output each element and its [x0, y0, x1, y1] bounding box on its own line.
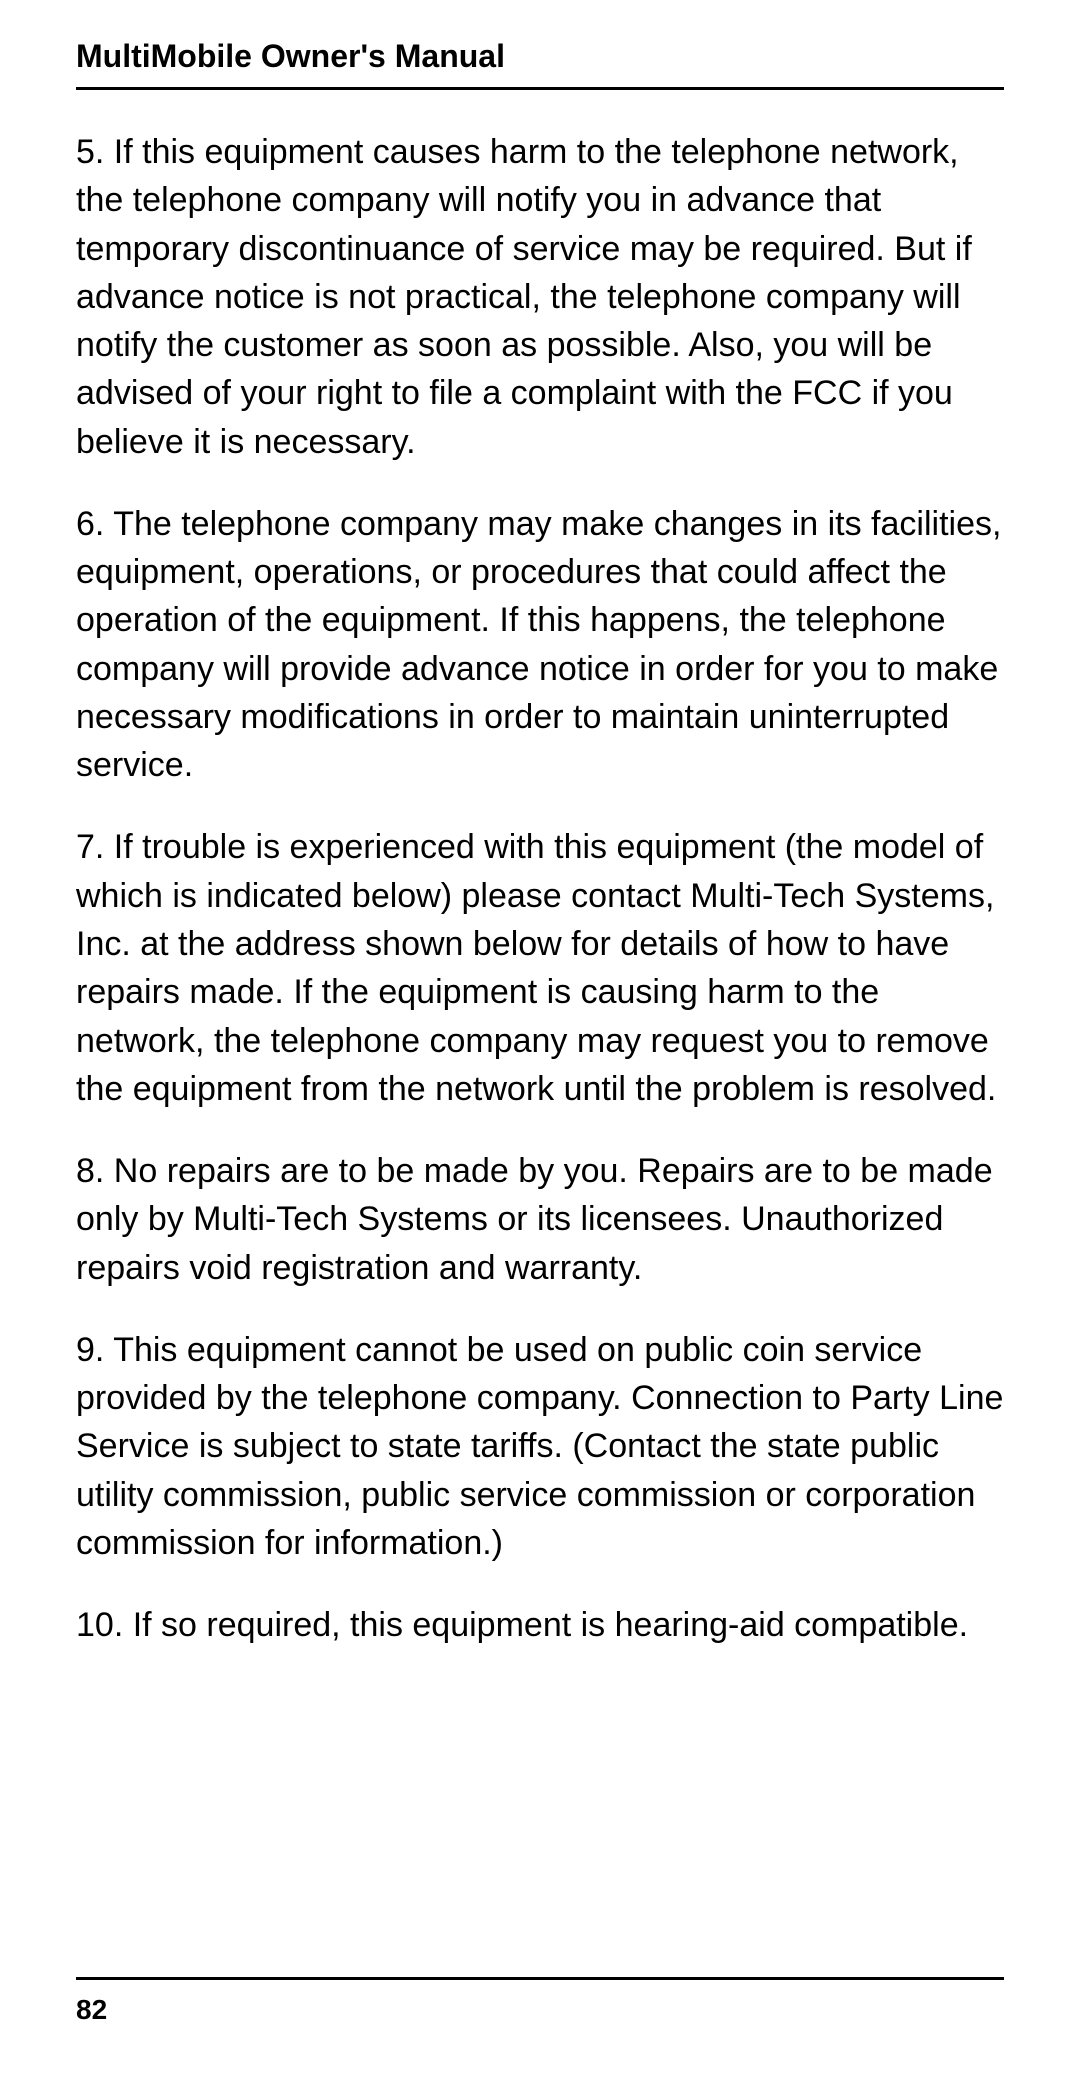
paragraph-10: 10. If so required, this equipment is he…: [76, 1601, 1004, 1649]
page-number: 82: [76, 1994, 107, 2025]
header-title: MultiMobile Owner's Manual: [76, 38, 505, 74]
paragraph-8: 8. No repairs are to be made by you. Rep…: [76, 1147, 1004, 1292]
paragraph-9: 9. This equipment cannot be used on publ…: [76, 1326, 1004, 1567]
page-header: MultiMobile Owner's Manual: [76, 38, 1004, 90]
paragraph-7: 7. If trouble is experienced with this e…: [76, 823, 1004, 1113]
paragraph-5: 5. If this equipment causes harm to the …: [76, 128, 1004, 466]
page-footer: 82: [76, 1977, 1004, 2026]
paragraph-6: 6. The telephone company may make change…: [76, 500, 1004, 790]
page-content: 5. If this equipment causes harm to the …: [76, 128, 1004, 1649]
